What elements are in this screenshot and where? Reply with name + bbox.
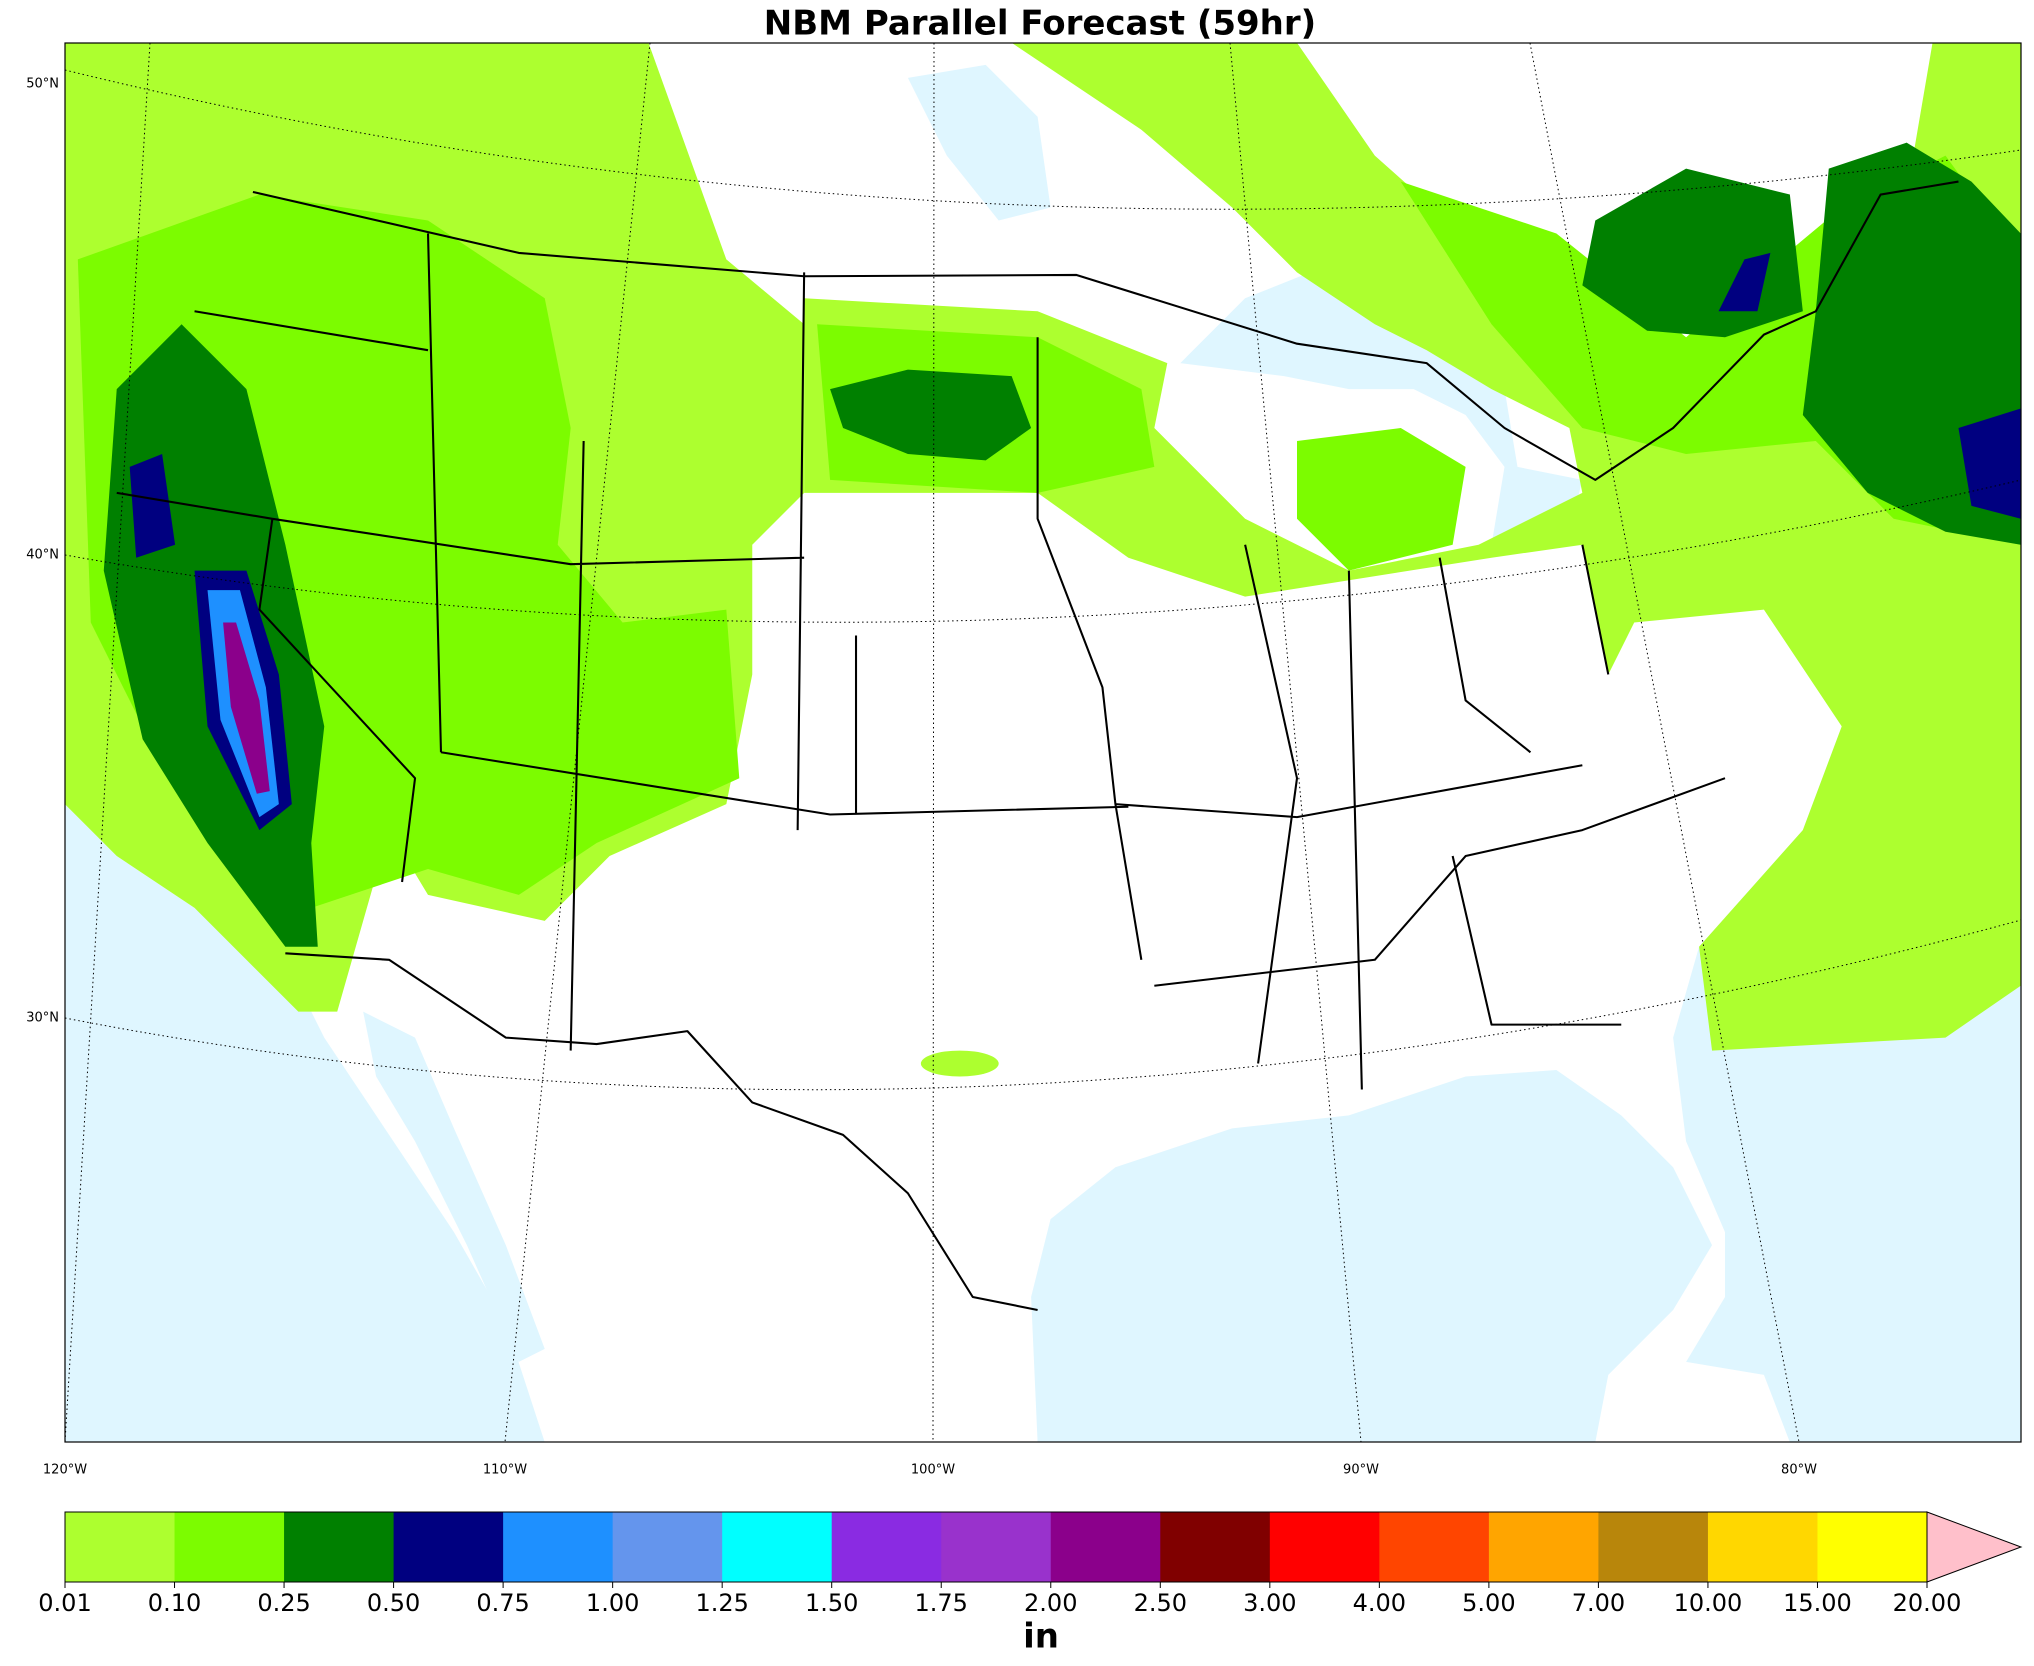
colorbar-bin [1160,1512,1271,1582]
latitude-label: 50°N [26,77,59,92]
longitude-label: 80°W [1781,1463,1817,1478]
colorbar-frame [64,1511,1928,1583]
colorbar-bin [722,1512,833,1582]
longitude-label: 110°W [483,1463,527,1478]
colorbar-tick-label: 1.00 [586,1589,639,1617]
great-lakes [1180,272,1583,545]
colorbar-tick-label: 5.00 [1462,1589,1515,1617]
colorbar-tick-label: 0.75 [476,1589,529,1617]
map-frame [64,42,2022,1443]
gulf-of-california [363,1011,545,1362]
longitude-label: 90°W [1343,1463,1379,1478]
colorbar-tick-label: 0.01 [38,1589,91,1617]
colorbar-bin [1598,1512,1709,1582]
latitude-label: 30°N [26,1011,59,1026]
colorbar-tick-label: 3.00 [1243,1589,1296,1617]
colorbar-bin [1488,1512,1599,1582]
colorbar-tick-label: 0.10 [148,1589,201,1617]
colorbar-tick-label: 20.00 [1893,1589,1962,1617]
longitude-label: 100°W [911,1463,955,1478]
colorbar-tick-label: 4.00 [1353,1589,1406,1617]
latitude-label: 40°N [26,548,59,563]
colorbar-extension [1926,1511,2023,1583]
colorbar-bin [831,1512,942,1582]
precip-2in [223,622,270,794]
colorbar-bin [1379,1512,1490,1582]
map-title: NBM Parallel Forecast (59hr) [764,4,1316,44]
colorbar-bin [941,1512,1052,1582]
colorbar-unit: in [1023,1617,1059,1657]
colorbar-tick-label: 10.00 [1674,1589,1743,1617]
pacific-ocean [65,804,545,1442]
colorbar-tick-label: 15.00 [1783,1589,1852,1617]
colorbar-bin [1269,1512,1380,1582]
colorbar-bin [612,1512,723,1582]
colorbar: 0.01 0.10 0.25 0.50 0.75 1.00 1.25 1.50 1.75 2.00… [38,1511,2023,1617]
precip-north-2 [817,155,2021,571]
colorbar-bin [174,1512,285,1582]
colorbar-tick-label: 1.75 [915,1589,968,1617]
colorbar-tick-label: 7.00 [1572,1589,1625,1617]
longitude-label: 120°W [43,1463,87,1478]
colorbar-tick-label: 1.25 [695,1589,748,1617]
precip-north [804,43,2021,1051]
colorbar-bin [1707,1512,1818,1582]
colorbar-tick-label: 2.00 [1024,1589,1077,1617]
precip-texas [920,1050,999,1077]
colorbar-tick-label: 1.50 [805,1589,858,1617]
colorbar-bin [503,1512,614,1582]
colorbar-bin [284,1512,395,1582]
colorbar-bin [65,1512,176,1582]
colorbar-tick-label: 0.50 [367,1589,420,1617]
graticule [65,43,2021,1442]
us-mexico-border [285,952,1038,1311]
geo-labels: 50°N 40°N 30°N 120°W 110°W 100°W 90°W 80°W [26,77,1817,1478]
map [65,43,2021,1442]
colorbar-bin [1050,1512,1161,1582]
colorbar-tick-label: 0.25 [257,1589,310,1617]
colorbar-bin [393,1512,504,1582]
colorbar-tick-label: 2.50 [1134,1589,1187,1617]
precip-heavy [103,142,2021,947]
hudson-bay [907,64,1051,221]
gulf-of-mexico [1031,1070,1713,1442]
colorbar-bin [1817,1512,1928,1582]
